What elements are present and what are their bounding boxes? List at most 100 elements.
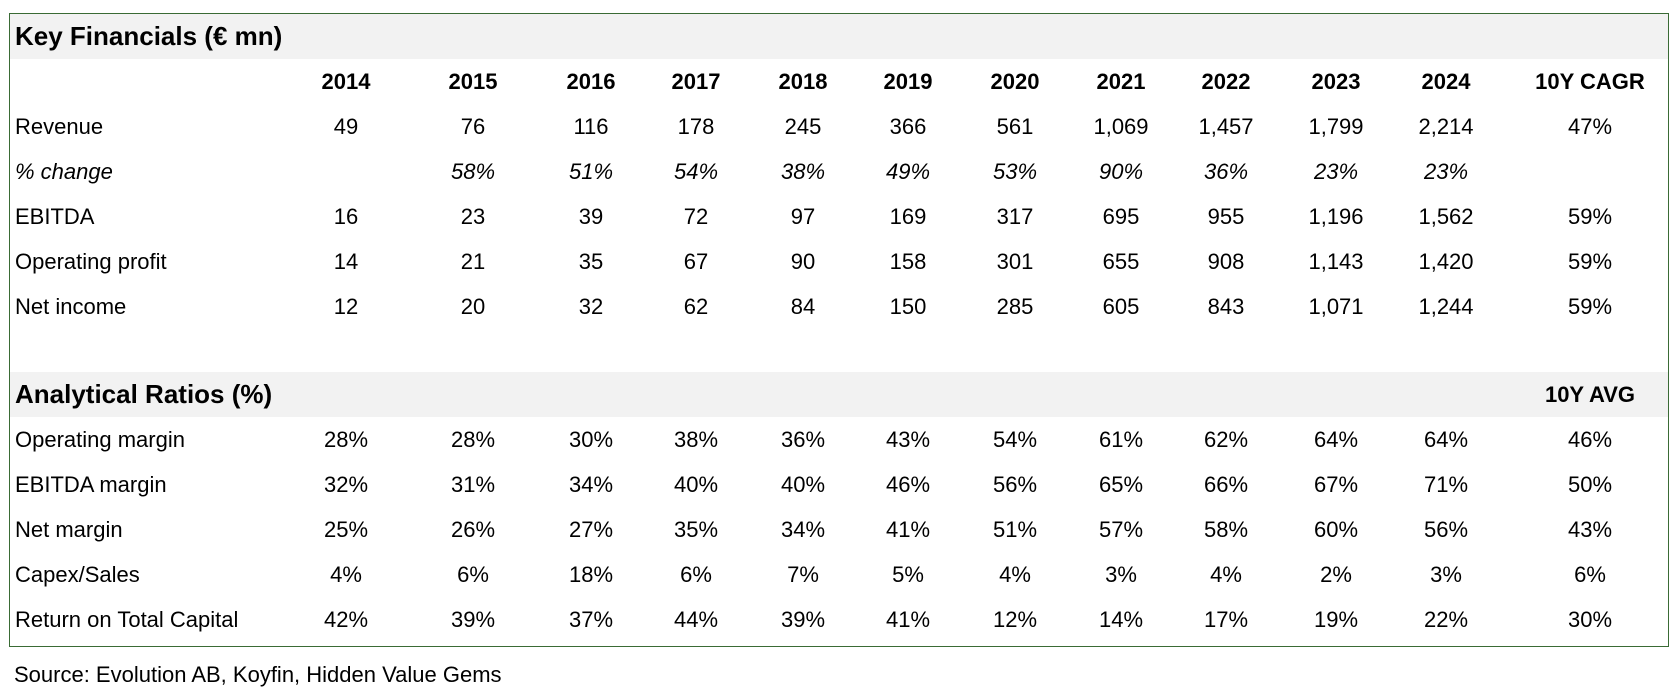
- table-cell: 4%: [999, 562, 1031, 587]
- table-cell: 25%: [323, 517, 369, 542]
- table-cell: 14%: [1098, 607, 1144, 632]
- header-cell: 2022: [1201, 69, 1251, 94]
- table-cell: 90: [790, 249, 816, 274]
- table-cell: 65%: [1098, 472, 1144, 497]
- table-cell: 61%: [1098, 427, 1144, 452]
- table-cell: 56%: [992, 472, 1038, 497]
- table-cell: 12%: [992, 607, 1038, 632]
- table-cell: 51%: [992, 517, 1038, 542]
- table-cell: 18%: [568, 562, 614, 587]
- table-cell: 301: [996, 249, 1034, 274]
- table-cell: 39%: [780, 607, 826, 632]
- table-cell: 3%: [1105, 562, 1137, 587]
- table-cell: 60%: [1313, 517, 1359, 542]
- table-cell: 40%: [780, 472, 826, 497]
- header-cell: 2015: [448, 69, 498, 94]
- table-cell: 36%: [780, 427, 826, 452]
- header-cell: 2023: [1311, 69, 1361, 94]
- table-cell: 58%: [1203, 517, 1249, 542]
- table-cell: 34%: [780, 517, 826, 542]
- table-row: Net income 12 20 32 62 84 150 285 605 843 1,071 1,2…: [10, 284, 1668, 329]
- table-cell: 40%: [673, 472, 719, 497]
- table-cell: 20: [460, 294, 486, 319]
- table-cell: [291, 149, 401, 194]
- table-cell: 36%: [1203, 159, 1249, 184]
- analytical-ratios-title: Analytical Ratios (%): [15, 379, 273, 409]
- table-cell: 46%: [885, 472, 931, 497]
- table-row: Operating profit 14 21 35 67 90 158 301 655 908 1,…: [10, 239, 1668, 284]
- table-cell: 366: [889, 114, 927, 139]
- table-cell: 58%: [450, 159, 496, 184]
- table-row: Net margin 25% 26% 27% 35% 34% 41% 51% 57% 58% 60%…: [10, 507, 1668, 552]
- table-cell: 1,196: [1308, 204, 1364, 229]
- financials-table: Key Financials (€ mn) 2014 2015 2016 201…: [9, 13, 1669, 647]
- table-cell: 19%: [1313, 607, 1359, 632]
- row-label: Operating profit: [15, 249, 167, 274]
- header-cell: 2021: [1096, 69, 1146, 94]
- table-cell: 97: [790, 204, 816, 229]
- table-cell: 46%: [1567, 427, 1613, 452]
- table-row: Return on Total Capital 42% 39% 37% 44% 39% 41…: [10, 597, 1668, 642]
- table-cell: 23%: [1423, 159, 1469, 184]
- table-cell: 57%: [1098, 517, 1144, 542]
- table-cell: 32: [578, 294, 604, 319]
- table-cell: 35: [578, 249, 604, 274]
- row-label: EBITDA: [15, 204, 95, 229]
- table-cell: 31%: [450, 472, 496, 497]
- analytical-ratios-title-row: Analytical Ratios (%) 10Y AVG: [10, 372, 1668, 417]
- table-cell: 21: [460, 249, 486, 274]
- table-cell: 17%: [1203, 607, 1249, 632]
- table-cell: 6%: [680, 562, 712, 587]
- table-row: Operating margin 28% 28% 30% 38% 36% 43% 54% 61%…: [10, 417, 1668, 462]
- table-cell: 4%: [1210, 562, 1242, 587]
- table-row: Capex/Sales 4% 6% 18% 6% 7% 5% 4% 3% 4% 2% 3% 6%: [10, 552, 1668, 597]
- table-cell: 178: [677, 114, 715, 139]
- table-cell: 843: [1207, 294, 1245, 319]
- key-financials-title-row: Key Financials (€ mn): [10, 14, 1668, 59]
- table-cell: 32%: [323, 472, 369, 497]
- table-cell: 67%: [1313, 472, 1359, 497]
- table-row: Revenue 49 76 116 178 245 366 561 1,069 1,457 1,79…: [10, 104, 1668, 149]
- table-cell: 43%: [885, 427, 931, 452]
- table-cell: 49%: [885, 159, 931, 184]
- table-cell: 71%: [1423, 472, 1469, 497]
- row-label: Return on Total Capital: [15, 607, 239, 632]
- table-cell: 30%: [568, 427, 614, 452]
- table-cell: 47%: [1567, 114, 1613, 139]
- table-cell: 3%: [1430, 562, 1462, 587]
- table-cell: 908: [1207, 249, 1245, 274]
- table-cell: 23: [460, 204, 486, 229]
- table-cell: 1,799: [1308, 114, 1364, 139]
- table-cell: 150: [889, 294, 927, 319]
- header-cell: 2019: [883, 69, 933, 94]
- table-cell: 245: [784, 114, 822, 139]
- table-cell: 62%: [1203, 427, 1249, 452]
- table-cell: 50%: [1567, 472, 1613, 497]
- table-cell: 39: [578, 204, 604, 229]
- row-label: Operating margin: [15, 427, 185, 452]
- table-cell: 34%: [568, 472, 614, 497]
- table-cell: 561: [996, 114, 1034, 139]
- row-label: Capex/Sales: [15, 562, 140, 587]
- table-cell: 1,457: [1198, 114, 1254, 139]
- table-cell: 41%: [885, 517, 931, 542]
- table-cell: 5%: [892, 562, 924, 587]
- table-cell: 6%: [1574, 562, 1606, 587]
- year-header-row: 2014 2015 2016 2017 2018 2019 2020 2021 …: [10, 59, 1668, 104]
- table-cell: 37%: [568, 607, 614, 632]
- table-cell: 38%: [780, 159, 826, 184]
- table-cell: 27%: [568, 517, 614, 542]
- header-cell: 2018: [778, 69, 828, 94]
- table-cell: 1,071: [1308, 294, 1364, 319]
- table-cell: 56%: [1423, 517, 1469, 542]
- table-cell: 38%: [673, 427, 719, 452]
- header-cell: 2016: [566, 69, 616, 94]
- table-cell: 14: [333, 249, 359, 274]
- table-cell: 53%: [992, 159, 1038, 184]
- table-cell: 12: [333, 294, 359, 319]
- table-cell: 84: [790, 294, 816, 319]
- row-label: EBITDA margin: [15, 472, 167, 497]
- table-cell: 1,420: [1418, 249, 1474, 274]
- table-cell: 43%: [1567, 517, 1613, 542]
- table-cell: 28%: [450, 427, 496, 452]
